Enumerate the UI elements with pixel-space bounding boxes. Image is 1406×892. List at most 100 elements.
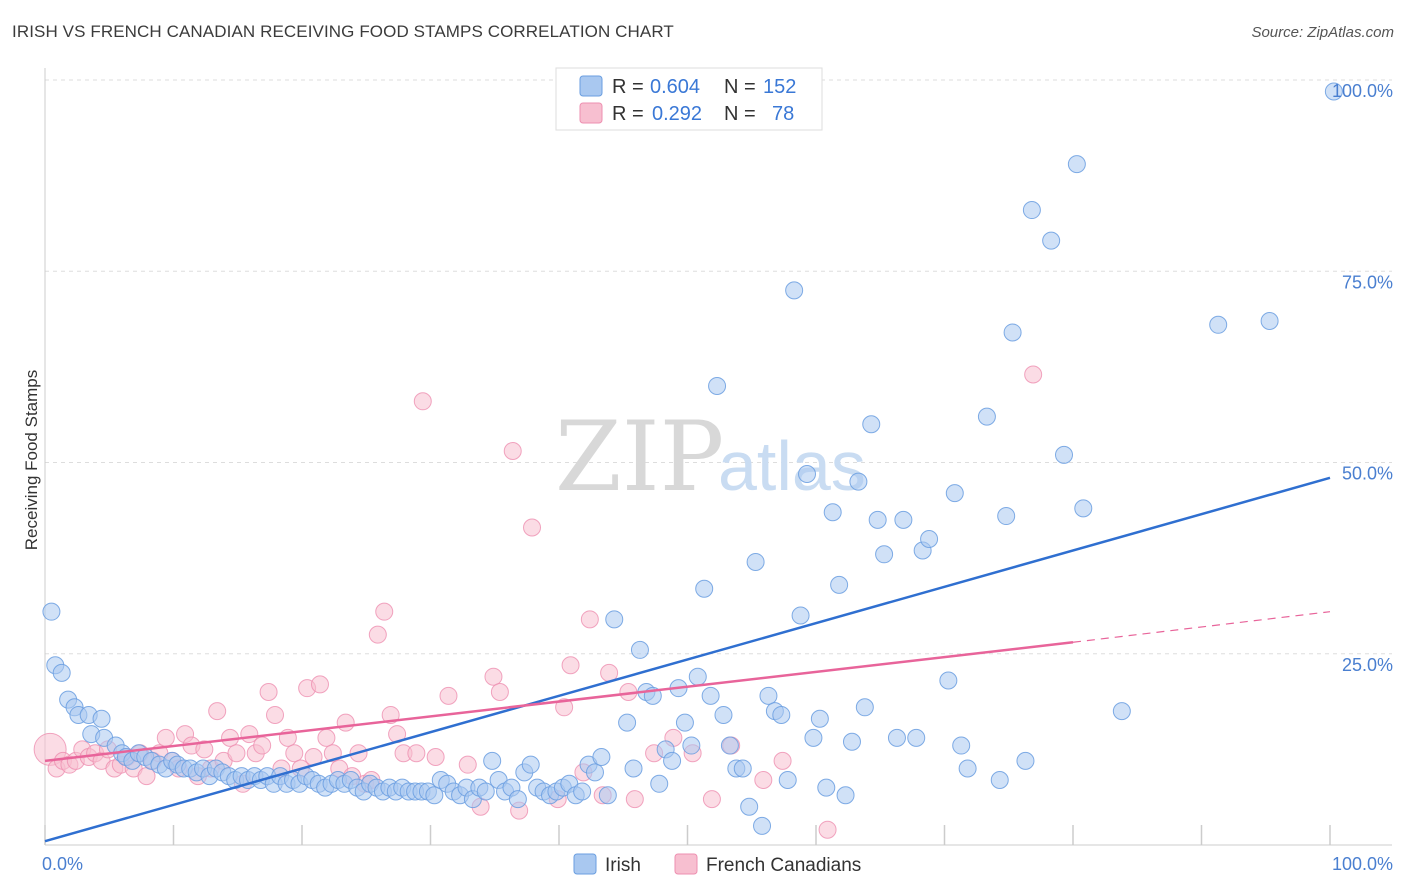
irish-point <box>701 686 720 705</box>
legend-n-label-irish: N = <box>724 76 756 98</box>
french-canadians-point <box>381 705 400 724</box>
irish-point <box>875 545 894 564</box>
irish-point <box>714 705 733 724</box>
irish-point <box>425 786 444 805</box>
irish-point <box>630 640 649 659</box>
french-canadians-points <box>33 365 1043 839</box>
irish-point <box>810 709 829 728</box>
bottom-legend-label-irish: Irish <box>605 855 641 876</box>
x-tick-label: 100.0% <box>1332 854 1393 874</box>
french-canadians-point <box>439 686 458 705</box>
y-tick-label: 25.0% <box>1342 655 1393 675</box>
french-canadians-point <box>523 518 542 537</box>
legend-bottom: Irish French Canadians <box>573 853 861 876</box>
irish-point <box>804 728 823 747</box>
irish-point <box>1067 155 1086 174</box>
legend-r-label-french-canadians: R = <box>612 103 644 125</box>
french-canadians-point <box>310 675 329 694</box>
irish-point <box>740 797 759 816</box>
irish-point <box>508 790 527 809</box>
chart-source: Source: ZipAtlas.com <box>1251 24 1394 41</box>
french-canadians-point <box>317 728 336 747</box>
irish-point <box>791 606 810 625</box>
irish-point <box>817 778 836 797</box>
irish-point <box>733 759 752 778</box>
french-canadians-point <box>773 751 792 770</box>
french-canadians-point <box>285 744 304 763</box>
chart-title: IRISH VS FRENCH CANADIAN RECEIVING FOOD … <box>12 22 674 41</box>
irish-point <box>682 736 701 755</box>
irish-point <box>688 667 707 686</box>
watermark: ZIP atlas <box>555 401 866 513</box>
french-canadians-point <box>407 744 426 763</box>
french-canadians-point <box>266 705 285 724</box>
french-canadians-point <box>195 740 214 759</box>
bottom-legend-swatch-irish <box>573 853 597 875</box>
french-canadians-trend-line-extension <box>1072 611 1331 643</box>
irish-point <box>1209 315 1228 334</box>
irish-point <box>836 786 855 805</box>
legend-top: R = 0.604 N = 152 R = 0.292 N = 78 <box>555 67 823 131</box>
french-canadians-point <box>484 667 503 686</box>
irish-point <box>849 472 868 491</box>
irish-point <box>907 728 926 747</box>
french-canadians-point <box>259 683 278 701</box>
bottom-legend-label-french-canadians: French Canadians <box>706 855 861 876</box>
french-canadians-point <box>336 713 355 732</box>
irish-point <box>624 759 643 778</box>
irish-point <box>598 786 617 805</box>
irish-point <box>1324 82 1343 101</box>
irish-point <box>855 698 874 717</box>
legend-n-value-french-canadians: 78 <box>772 103 794 125</box>
irish-point <box>708 377 727 395</box>
y-tick-label: 75.0% <box>1342 272 1393 292</box>
french-canadians-point <box>702 790 721 809</box>
irish-point <box>695 579 714 598</box>
irish-point <box>868 510 887 529</box>
irish-point <box>920 530 939 548</box>
french-canadians-point <box>580 610 599 629</box>
y-tick-label: 100.0% <box>1332 81 1393 101</box>
y-axis-label: Receiving Food Stamps <box>22 370 41 550</box>
irish-point <box>521 755 540 774</box>
irish-points <box>42 82 1343 835</box>
irish-point <box>1003 323 1022 342</box>
irish-point <box>663 751 682 770</box>
irish-point <box>990 770 1009 789</box>
french-canadians-point <box>413 392 432 411</box>
irish-point <box>772 705 791 724</box>
x-tick-label: 0.0% <box>42 854 83 874</box>
y-tick-label: 50.0% <box>1342 464 1393 484</box>
irish-point <box>746 552 765 571</box>
french-canadians-point <box>818 820 837 839</box>
french-canadians-point <box>1024 365 1043 384</box>
irish-point <box>952 736 971 755</box>
irish-point <box>939 671 958 690</box>
irish-point <box>476 782 495 801</box>
watermark-zip: ZIP <box>555 401 724 513</box>
irish-point <box>720 736 739 755</box>
irish-point <box>785 281 804 300</box>
irish-point <box>650 774 669 793</box>
french-canadians-point <box>227 744 246 763</box>
irish-point <box>1016 751 1035 770</box>
french-canadians-point <box>503 442 522 461</box>
grid-lines <box>45 79 1392 655</box>
irish-point <box>1260 311 1279 330</box>
axes <box>44 68 1392 846</box>
legend-swatch-french-canadians <box>579 102 603 124</box>
irish-point <box>887 728 906 747</box>
irish-point <box>862 415 881 434</box>
irish-point <box>1022 201 1041 220</box>
irish-point <box>675 713 694 732</box>
legend-n-label-french-canadians: N = <box>724 103 756 125</box>
french-canadians-point <box>156 728 175 747</box>
french-canadians-point <box>754 770 773 789</box>
bottom-legend-swatch-french-canadians <box>674 853 698 875</box>
legend-swatch-irish <box>579 75 603 97</box>
french-canadians-point <box>208 702 227 721</box>
irish-point <box>753 816 772 835</box>
irish-point <box>977 407 996 426</box>
legend-r-label-irish: R = <box>612 76 644 98</box>
